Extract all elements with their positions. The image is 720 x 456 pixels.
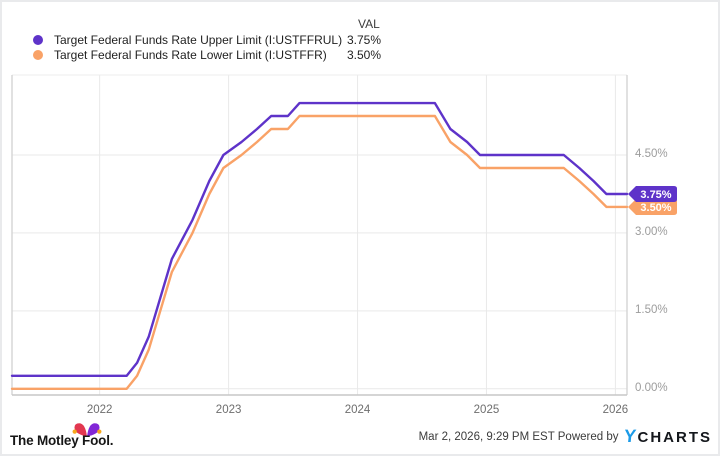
x-tick-label: 2022: [87, 404, 113, 416]
upper-series-dot-icon: [33, 35, 43, 45]
timestamp-area: Mar 2, 2026, 9:29 PM EST Powered by Y CH…: [419, 426, 712, 446]
timestamp-text: Mar 2, 2026, 9:29 PM EST Powered by: [419, 431, 619, 443]
y-tick-label: 0.00%: [635, 382, 668, 394]
series-line-I:USTFFRUL: [10, 101, 629, 377]
series-line-I:USTFFR: [10, 114, 629, 390]
y-tick-label: 3.00%: [635, 226, 668, 238]
legend-val-header: VAL: [358, 17, 380, 31]
ycharts-y-glyph-icon: Y: [623, 426, 638, 446]
x-tick-label: 2024: [345, 404, 371, 416]
lower-series-label: Target Federal Funds Rate Lower Limit (I…: [54, 48, 327, 62]
chart-timestamp: Mar 2, 2026, 9:29 PM EST: [418, 431, 555, 443]
motley-fool-wordmark: The Motley Fool.: [10, 433, 114, 448]
footer: The Motley Fool. Mar 2, 2026, 9:29 PM ES…: [2, 412, 718, 454]
value-tag-label-I:USTFFRUL: 3.75%: [640, 189, 671, 201]
motley-fool-logo[interactable]: The Motley Fool.: [10, 417, 140, 449]
legend-row-lower-limit: Target Federal Funds Rate Lower Limit (I…: [2, 47, 718, 62]
lower-series-value: 3.50%: [347, 48, 382, 62]
value-tag-label-I:USTFFR: 3.50%: [640, 202, 671, 214]
value-tag-I:USTFFRUL: [628, 185, 677, 202]
legend-row-upper-limit: Target Federal Funds Rate Upper Limit (I…: [2, 32, 718, 47]
value-tag-I:USTFFR: [628, 198, 677, 215]
x-tick-label: 2025: [474, 404, 500, 416]
x-tick-label: 2023: [216, 404, 242, 416]
upper-series-value: 3.75%: [347, 33, 382, 47]
x-tick-label: 2026: [603, 404, 629, 416]
legend: VAL Target Federal Funds Rate Upper Limi…: [2, 2, 718, 72]
y-tick-label: 1.50%: [635, 304, 668, 316]
jester-hat-icon: [72, 423, 102, 437]
ycharts-logo[interactable]: Y CHARTS: [623, 426, 712, 446]
upper-series-label: Target Federal Funds Rate Upper Limit (I…: [54, 33, 343, 47]
lower-series-dot-icon: [33, 50, 43, 60]
ycharts-wordmark: CHARTS: [637, 429, 712, 446]
powered-by-label: Powered by: [557, 431, 619, 443]
y-tick-label: 4.50%: [635, 148, 668, 160]
